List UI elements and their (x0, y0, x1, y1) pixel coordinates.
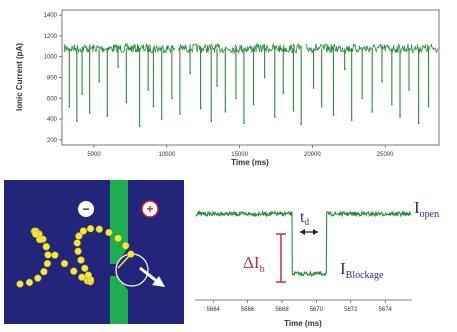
positive-electrode-label: + (146, 202, 153, 216)
dna-bead (79, 227, 88, 235)
top-y-axis-label: Ionic Current (pA) (15, 43, 24, 111)
zoom-x-tick-label: 5666 (241, 307, 255, 313)
dna-bead (74, 247, 82, 255)
zoom-trace-line (195, 209, 412, 278)
negative-electrode-label: − (82, 202, 89, 216)
zoom-x-tick-label: 5670 (310, 307, 324, 313)
top-y-tick-label: 800 (47, 76, 58, 82)
zoom-x-tick-label: 5674 (379, 307, 393, 313)
top-baseline-segment (178, 42, 303, 55)
dna-bead (78, 273, 86, 281)
top-y-tick-label: 1200 (44, 34, 58, 40)
top-x-tick-label: 25000 (377, 152, 394, 158)
dna-bead (36, 235, 44, 244)
top-x-tick-label: 10000 (158, 152, 175, 158)
dna-bead (75, 232, 83, 240)
zoom-chart: 5664 5666 5668 5670 5672 5674 Time (ms) ΔIb t… (195, 198, 439, 328)
dna-bead (95, 225, 103, 233)
zoom-x-axis-label: Time (ms) (284, 319, 322, 328)
top-y-tick-label: 200 (47, 138, 58, 144)
dna-bead (16, 280, 24, 288)
top-x-axis: 5000 10000 15000 20000 25000 (87, 145, 394, 158)
membrane-upper (110, 180, 128, 264)
dna-bead (43, 259, 52, 268)
dna-bead (42, 243, 50, 251)
dna-strand (16, 225, 135, 288)
positive-electrode-icon (141, 200, 159, 218)
top-y-tick-label: 400 (47, 117, 58, 123)
zoom-x-tick-label: 5672 (344, 307, 358, 313)
delta-i-marker (276, 233, 286, 283)
open-current-label: Iopen (414, 198, 439, 220)
dna-bead (77, 256, 85, 264)
top-y-tick-label: 1400 (44, 13, 58, 19)
negative-electrode-icon (78, 201, 94, 217)
top-x-tick-label: 20000 (304, 152, 321, 158)
top-x-axis-label: Time (ms) (231, 158, 269, 167)
schematic-background (4, 180, 184, 324)
top-current-trace (63, 42, 438, 128)
membrane-lower (110, 276, 128, 324)
dna-bead (86, 225, 95, 233)
dna-bead (81, 264, 89, 272)
dna-bead (44, 251, 52, 259)
blockage-current-label: IBlockage (340, 259, 384, 281)
delta-i-label: ΔIb (243, 253, 265, 275)
zoom-x-axis: 5664 5666 5668 5670 5672 5674 (207, 300, 393, 313)
dna-thread (117, 253, 132, 269)
dna-bead (84, 271, 92, 279)
dna-bead (114, 234, 122, 242)
top-x-tick-label: 5000 (87, 152, 101, 158)
dna-bead (25, 278, 34, 287)
dna-bead (34, 274, 42, 282)
top-chart: 1400 1200 1000 800 600 400 200 5000 10000 15000 2… (15, 9, 440, 167)
dna-bead (73, 239, 81, 247)
top-baseline-segment (63, 42, 176, 54)
zoom-current-trace (195, 209, 412, 278)
top-x-tick-label: 15000 (231, 152, 248, 158)
dna-bead (60, 259, 69, 268)
nanopore-schematic: − + (4, 180, 184, 324)
dwell-time-marker (300, 229, 318, 235)
dna-bead (32, 230, 40, 238)
dna-bead (51, 251, 59, 259)
zoom-x-tick-label: 5668 (275, 307, 289, 313)
top-y-axis: 1400 1200 1000 800 600 400 200 (44, 13, 62, 144)
top-y-tick-label: 1000 (44, 55, 58, 61)
dna-bead (122, 242, 130, 250)
top-y-tick-label: 600 (47, 96, 58, 102)
top-baseline-segment (305, 42, 438, 55)
dna-bead (40, 268, 48, 276)
dna-bead (105, 228, 113, 237)
dwell-time-label: td (300, 209, 309, 227)
dna-bead (70, 267, 78, 275)
translocation-arrow-icon (139, 266, 165, 287)
zoom-x-tick-label: 5664 (207, 307, 221, 313)
